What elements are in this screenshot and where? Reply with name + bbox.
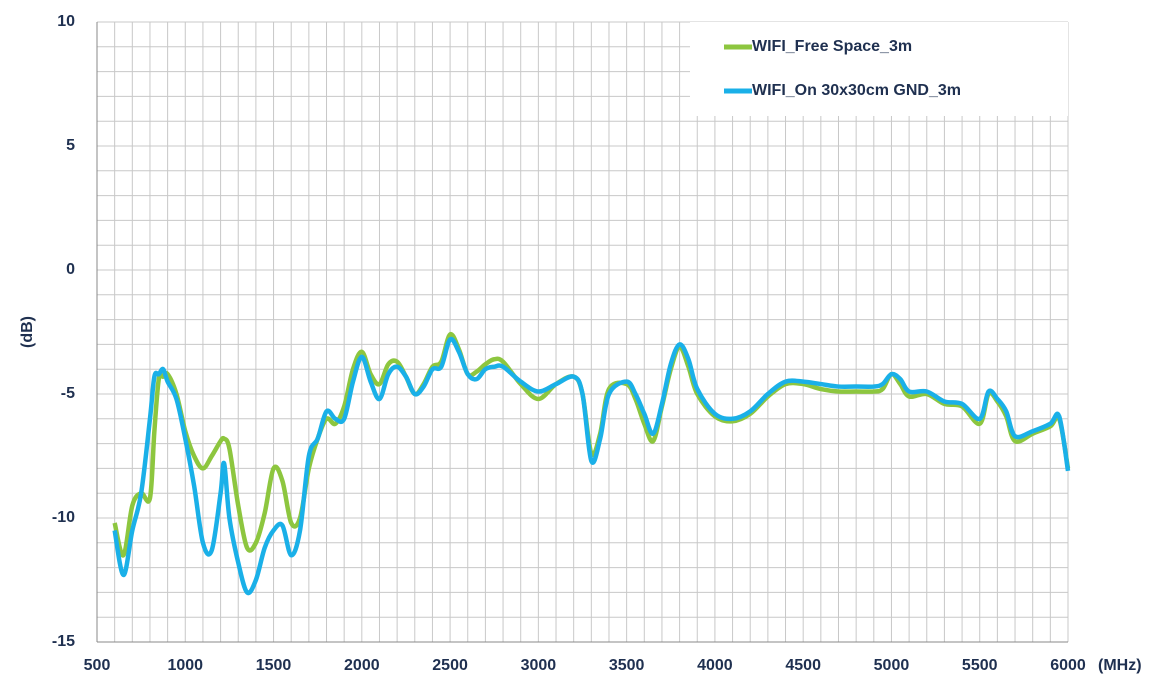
x-tick-label: 500	[84, 657, 111, 674]
series-line	[112, 336, 1071, 596]
legend-label: WIFI_Free Space_3m	[752, 38, 912, 55]
y-axis-label: (dB)	[19, 316, 36, 348]
x-tick-label: 3500	[609, 657, 645, 674]
x-tick-label: 1000	[167, 657, 203, 674]
y-tick-label: 10	[57, 13, 75, 30]
y-tick-label: -10	[52, 509, 75, 526]
x-tick-label: 5000	[874, 657, 910, 674]
y-tick-label: 5	[66, 137, 75, 154]
y-tick-label: -15	[52, 633, 75, 650]
legend-box	[690, 22, 1068, 116]
x-tick-label: 4000	[697, 657, 733, 674]
x-tick-label: 2500	[432, 657, 468, 674]
x-tick-label: 1500	[256, 657, 292, 674]
x-tick-label: 3000	[521, 657, 557, 674]
legend-label: WIFI_On 30x30cm GND_3m	[752, 82, 961, 99]
y-tick-label: -5	[61, 385, 75, 402]
x-axis-label: (MHz)	[1098, 657, 1142, 674]
y-tick-label: 0	[66, 261, 75, 278]
x-tick-label: 5500	[962, 657, 998, 674]
x-tick-label: 2000	[344, 657, 380, 674]
x-tick-label: 6000	[1050, 657, 1086, 674]
series-line	[112, 332, 1071, 558]
grid	[96, 21, 1069, 643]
x-tick-label: 4500	[785, 657, 821, 674]
